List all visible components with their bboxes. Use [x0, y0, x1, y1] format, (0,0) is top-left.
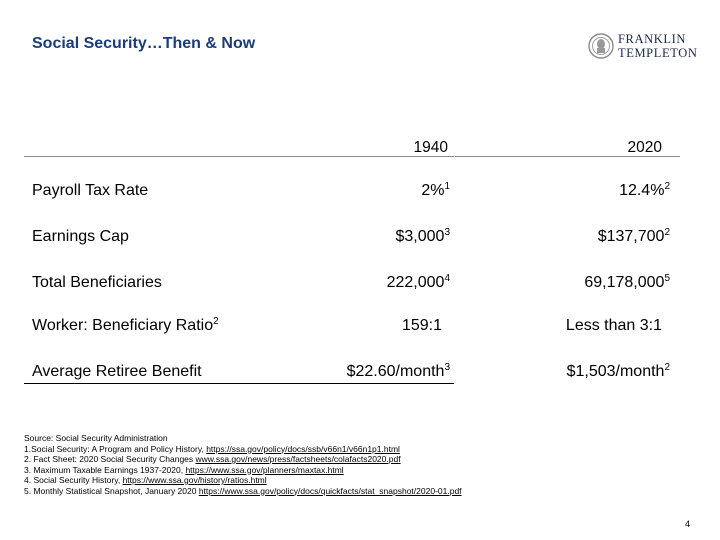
- logo-text-franklin: FRANKLIN: [618, 32, 686, 46]
- footnote-3-link[interactable]: https://www.ssa.gov/planners/maxtax.html: [185, 464, 344, 475]
- row-label-average-retiree-benefit: Average Retiree Benefit: [32, 363, 202, 380]
- row-label-total-beneficiaries: Total Beneficiaries: [32, 274, 162, 291]
- row-label-worker-beneficiary-ratio: Worker: Beneficiary Ratio2: [32, 316, 219, 334]
- header-divider: [24, 156, 454, 157]
- footnote-5-link[interactable]: https://www.ssa.gov/policy/docs/quickfac…: [198, 485, 462, 496]
- cell-1940-total-beneficiaries: 222,0004: [386, 273, 450, 291]
- header-divider: [455, 156, 680, 157]
- cell-2020-worker-beneficiary-ratio: Less than 3:1: [565, 317, 662, 334]
- column-header-2020: 2020: [627, 139, 662, 156]
- cell-1940-payroll-tax-rate: 2%1: [421, 181, 450, 199]
- footnote-5: 5. Monthly Statistical Snapshot, January…: [24, 485, 462, 496]
- page-title: Social Security…Then & Now: [32, 35, 256, 52]
- footnotes: Source: Social Security Administration 1…: [24, 433, 462, 496]
- cell-1940-average-retiree-benefit: $22.60/month3: [346, 362, 450, 380]
- logo-text-templeton: TEMPLETON: [618, 46, 698, 60]
- cell-2020-total-beneficiaries: 69,178,0005: [584, 273, 670, 291]
- cell-2020-earnings-cap: $137,7002: [597, 227, 670, 245]
- table-bottom-divider: [24, 383, 454, 384]
- cell-2020-average-retiree-benefit: $1,503/month2: [566, 362, 670, 380]
- footnote-4: 4. Social Security History, https://www.…: [24, 475, 267, 485]
- column-header-1940: 1940: [413, 139, 448, 156]
- footnote-1: 1.Social Security: A Program and Policy …: [24, 443, 400, 454]
- row-label-earnings-cap: Earnings Cap: [32, 228, 129, 245]
- footnote-3: 3. Maximum Taxable Earnings 1937-2020, h…: [24, 464, 344, 475]
- cell-1940-worker-beneficiary-ratio: 159:1: [401, 317, 442, 334]
- footnote-4-link[interactable]: https://www.ssa.gov/history/ratios.html: [122, 475, 267, 485]
- footnote-2: 2. Fact Sheet: 2020 Social Security Chan…: [24, 454, 401, 464]
- footnote-2-link[interactable]: www.ssa.gov/news/press/factsheets/colafa…: [195, 454, 401, 464]
- footnote-source: Source: Social Security Administration: [24, 433, 168, 443]
- franklin-templeton-logo: FRANKLIN TEMPLETON: [588, 31, 702, 63]
- cell-2020-payroll-tax-rate: 12.4%2: [619, 181, 670, 199]
- row-label-payroll-tax-rate: Payroll Tax Rate: [32, 182, 149, 199]
- footnote-1-link[interactable]: https://ssa.gov/policy/docs/ssb/v66n1/v6…: [206, 443, 400, 454]
- cell-1940-earnings-cap: $3,0003: [395, 227, 451, 245]
- logo-emblem-icon: [588, 33, 614, 59]
- page-number: 4: [685, 519, 691, 529]
